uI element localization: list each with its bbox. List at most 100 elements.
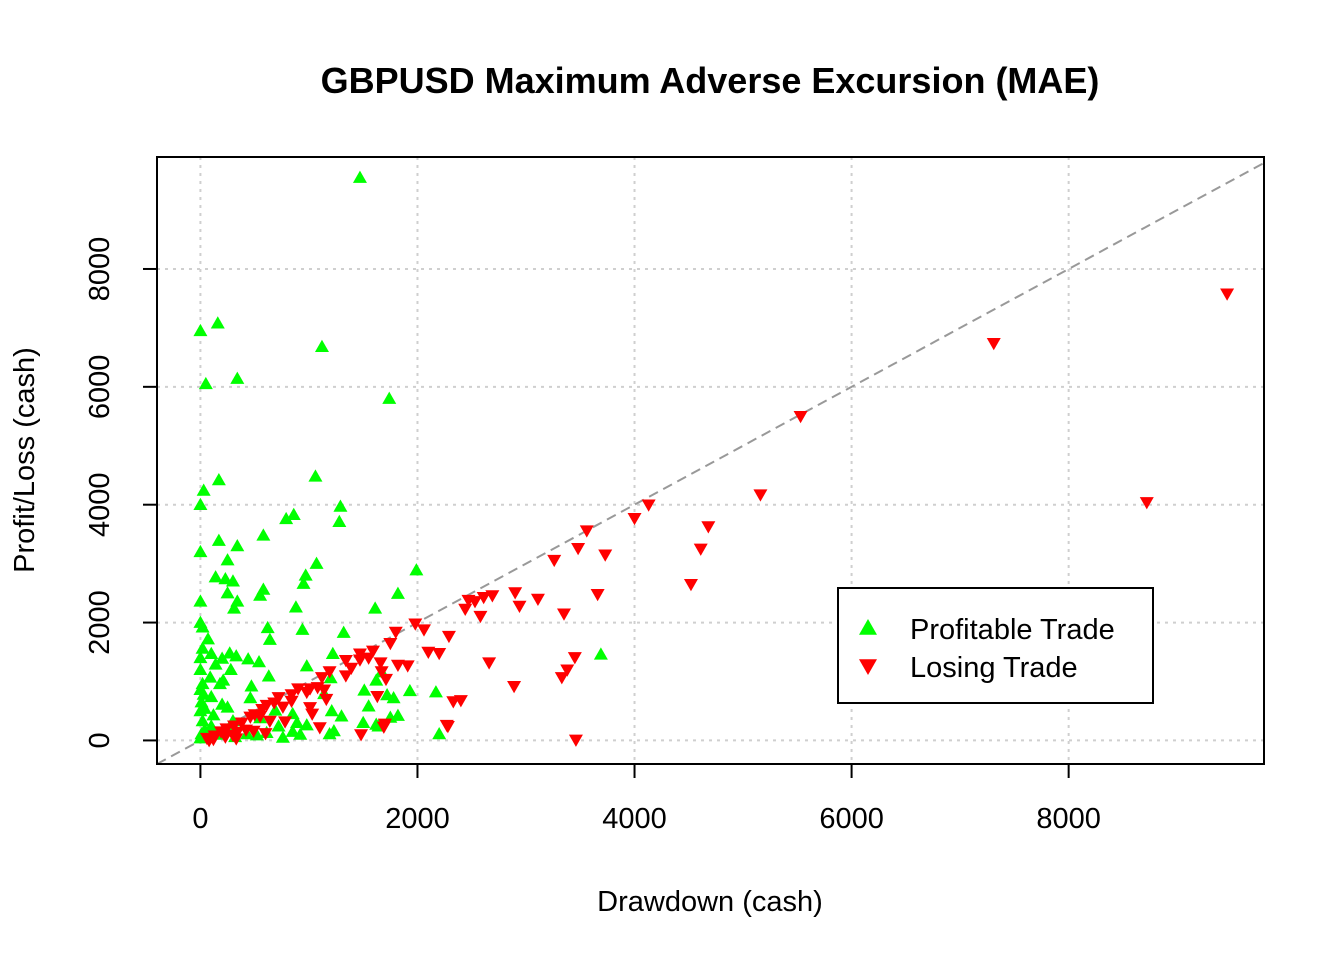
- losing-trade-point: [1139, 497, 1154, 510]
- profitable-trade-point: [290, 715, 305, 728]
- profitable-trade-point: [220, 586, 235, 599]
- reference-line: [156, 162, 1265, 765]
- points-layer: [193, 170, 1235, 748]
- profitable-trade-point: [402, 683, 417, 697]
- losing-trade-point: [314, 672, 329, 685]
- losing-trade-point: [317, 684, 332, 697]
- losing-trade-point: [319, 693, 334, 707]
- profitable-trade-point: [361, 699, 376, 712]
- x-tick-label: 2000: [385, 803, 450, 835]
- profitable-trade-point: [382, 391, 397, 404]
- profitable-trade-point: [386, 690, 401, 704]
- x-axis-label: Drawdown (cash): [597, 886, 823, 918]
- losing-trade-point: [255, 703, 270, 717]
- profitable-trade-point: [244, 679, 259, 692]
- losing-trade-point: [446, 696, 461, 709]
- profitable-trade-point: [196, 483, 211, 496]
- profitable-trade-point: [218, 571, 233, 585]
- losing-trade-point: [432, 647, 447, 661]
- losing-trade-point: [547, 554, 562, 568]
- legend-symbol-profitable: [859, 619, 877, 635]
- losing-trade-point: [507, 680, 522, 694]
- losing-trade-point: [568, 734, 583, 747]
- profitable-trade-point: [409, 563, 424, 576]
- chart-title: GBPUSD Maximum Adverse Excursion (MAE): [321, 60, 1100, 101]
- losing-trade-point: [590, 589, 605, 602]
- profitable-trade-point: [204, 646, 219, 660]
- losing-trade-point: [275, 701, 290, 714]
- profitable-trade-point: [261, 669, 276, 682]
- losing-trade-point: [376, 721, 391, 734]
- profitable-trade-point: [336, 625, 351, 638]
- losing-trade-point: [373, 657, 388, 670]
- profitable-trade-point: [195, 620, 210, 633]
- profitable-trade-point: [357, 683, 372, 696]
- losing-trade-point: [458, 603, 473, 617]
- profitable-trade-point: [215, 651, 230, 664]
- profitable-trade-point: [286, 507, 301, 520]
- losing-trade-point: [683, 579, 698, 592]
- profitable-trade-point: [369, 673, 384, 686]
- profitable-trade-point: [196, 687, 211, 700]
- profitable-trade-point: [285, 706, 300, 720]
- profitable-trade-point: [256, 528, 271, 541]
- losing-trade-point: [344, 662, 359, 675]
- losing-trade-point: [512, 600, 527, 614]
- losing-trade-point: [365, 645, 380, 658]
- losing-trade-point: [556, 608, 571, 621]
- legend-label-losing: Losing Trade: [910, 652, 1078, 684]
- profitable-trade-point: [210, 316, 225, 329]
- losing-trade-point: [467, 596, 482, 609]
- losing-trade-point: [530, 593, 545, 606]
- profitable-trade-point: [223, 662, 238, 675]
- losing-trade-point: [253, 711, 268, 724]
- legend-box: [837, 587, 1154, 704]
- profitable-trade-point: [309, 556, 324, 569]
- profitable-trade-point: [368, 601, 383, 614]
- y-axis: 0 2000 4000 6000 8000: [84, 237, 157, 748]
- legend-label-profitable: Profitable Trade: [910, 614, 1115, 646]
- profitable-trade-point: [333, 499, 348, 512]
- losing-trade-point: [262, 715, 277, 728]
- losing-trade-point: [243, 711, 258, 724]
- losing-trade-point: [374, 666, 389, 679]
- profitable-trade-point: [298, 568, 313, 581]
- losing-trade-point: [352, 654, 367, 667]
- y-tick-label: 8000: [84, 237, 116, 302]
- losing-trade-point: [508, 587, 523, 600]
- profitable-trade-point: [271, 719, 286, 732]
- profitable-trade-point: [193, 703, 208, 717]
- losing-trade-point: [303, 702, 318, 715]
- profitable-trade-point: [432, 726, 447, 740]
- legend-symbol-losing: [859, 659, 877, 675]
- losing-trade-point: [753, 489, 768, 502]
- x-tick-label: 8000: [1036, 803, 1101, 835]
- profitable-trade-point: [198, 376, 213, 390]
- legend: Profitable Trade Losing Trade: [837, 587, 1154, 704]
- profitable-trade-point: [230, 538, 245, 552]
- profitable-trade-point: [262, 632, 277, 645]
- losing-trade-point: [284, 695, 299, 708]
- losing-trade-point: [370, 690, 385, 704]
- profitable-trade-point: [211, 472, 226, 486]
- losing-trade-point: [421, 646, 436, 660]
- profitable-trade-point: [220, 553, 235, 566]
- losing-trade-point: [693, 543, 708, 556]
- profitable-trade-point: [352, 170, 367, 183]
- profitable-trade-point: [193, 323, 208, 337]
- losing-trade-point: [338, 655, 353, 668]
- losing-trade-point: [482, 657, 497, 670]
- losing-trade-point: [202, 735, 217, 748]
- losing-trade-point: [354, 729, 369, 742]
- profitable-trade-point: [279, 511, 294, 525]
- losing-trade-point: [560, 664, 575, 677]
- losing-trade-point: [473, 610, 488, 624]
- profitable-trade-point: [193, 594, 208, 607]
- losing-trade-point: [400, 660, 415, 673]
- profitable-trade-point: [203, 670, 218, 683]
- y-tick-label: 4000: [84, 472, 116, 537]
- losing-trade-point: [598, 549, 613, 562]
- losing-trade-point: [641, 499, 656, 512]
- y-tick-label: 0: [84, 732, 116, 748]
